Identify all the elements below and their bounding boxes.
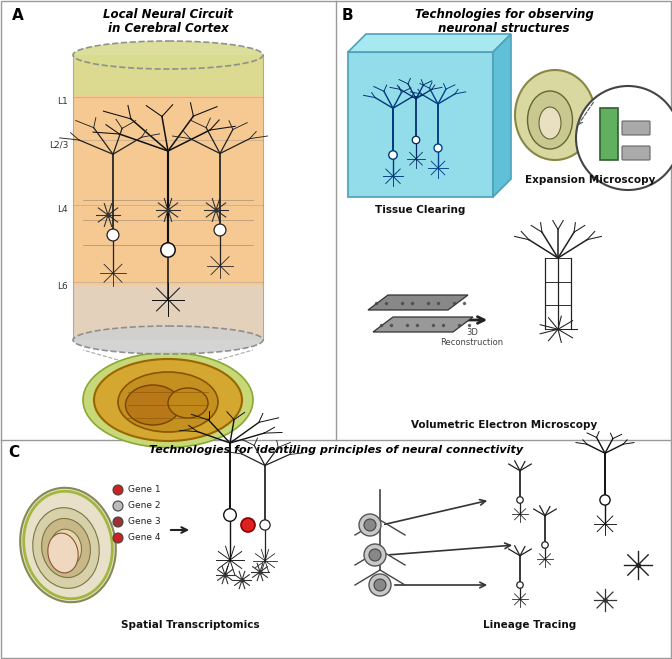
Circle shape xyxy=(113,533,123,543)
Text: B: B xyxy=(342,8,353,23)
Text: Technologies for identiling principles of neural connectivity: Technologies for identiling principles o… xyxy=(149,445,523,455)
Ellipse shape xyxy=(73,326,263,354)
Text: Gene 3: Gene 3 xyxy=(128,517,161,527)
Text: Gene 2: Gene 2 xyxy=(128,501,161,511)
Text: Spatial Transcriptomics: Spatial Transcriptomics xyxy=(121,620,259,630)
Polygon shape xyxy=(373,317,473,332)
Ellipse shape xyxy=(83,353,253,447)
Ellipse shape xyxy=(118,372,218,432)
Text: Gene 1: Gene 1 xyxy=(128,486,161,494)
Ellipse shape xyxy=(48,533,78,573)
Bar xyxy=(348,52,493,197)
Ellipse shape xyxy=(94,359,242,441)
Text: Technologies for observing: Technologies for observing xyxy=(415,8,593,21)
Ellipse shape xyxy=(528,91,573,149)
Bar xyxy=(600,108,618,160)
Text: Gene 4: Gene 4 xyxy=(128,534,161,542)
Circle shape xyxy=(161,243,175,257)
Circle shape xyxy=(517,497,523,503)
Ellipse shape xyxy=(168,388,208,418)
Ellipse shape xyxy=(20,488,116,602)
Circle shape xyxy=(107,229,119,241)
Polygon shape xyxy=(368,295,468,310)
Bar xyxy=(73,285,263,340)
Bar xyxy=(73,55,263,95)
Text: neuronal structures: neuronal structures xyxy=(438,22,570,35)
Circle shape xyxy=(214,224,226,236)
Circle shape xyxy=(542,542,548,548)
Circle shape xyxy=(224,509,237,521)
Text: L6: L6 xyxy=(57,282,68,291)
Text: A: A xyxy=(12,8,24,23)
FancyBboxPatch shape xyxy=(622,146,650,160)
Circle shape xyxy=(374,579,386,591)
Ellipse shape xyxy=(539,107,561,139)
Text: C: C xyxy=(8,445,19,460)
Ellipse shape xyxy=(50,529,81,567)
Text: L4: L4 xyxy=(57,205,68,214)
Circle shape xyxy=(364,544,386,566)
Text: 3D
Reconstruction: 3D Reconstruction xyxy=(440,328,503,347)
Text: Lineage Tracing: Lineage Tracing xyxy=(483,620,577,630)
Circle shape xyxy=(369,549,381,561)
Circle shape xyxy=(359,514,381,536)
Circle shape xyxy=(576,86,672,190)
Bar xyxy=(73,55,263,340)
FancyBboxPatch shape xyxy=(622,121,650,135)
Polygon shape xyxy=(348,34,511,52)
Circle shape xyxy=(600,495,610,505)
Circle shape xyxy=(260,520,270,530)
Text: in Cerebral Cortex: in Cerebral Cortex xyxy=(108,22,228,35)
Text: Expansion Microscopy: Expansion Microscopy xyxy=(525,175,655,185)
Circle shape xyxy=(241,518,255,532)
Ellipse shape xyxy=(515,70,595,160)
Circle shape xyxy=(364,519,376,531)
Polygon shape xyxy=(493,34,511,197)
Circle shape xyxy=(113,517,123,527)
Ellipse shape xyxy=(42,519,91,577)
Ellipse shape xyxy=(33,507,99,588)
Ellipse shape xyxy=(126,385,181,425)
Text: Tissue Clearing: Tissue Clearing xyxy=(376,205,466,215)
Text: Volumetric Electron Microscopy: Volumetric Electron Microscopy xyxy=(411,420,597,430)
Circle shape xyxy=(412,136,420,144)
Circle shape xyxy=(113,485,123,495)
Circle shape xyxy=(388,151,397,159)
Circle shape xyxy=(517,582,523,588)
Text: Local Neural Circuit: Local Neural Circuit xyxy=(103,8,233,21)
Circle shape xyxy=(434,144,442,152)
Circle shape xyxy=(369,574,391,596)
Ellipse shape xyxy=(73,41,263,69)
Text: L1: L1 xyxy=(57,97,68,106)
Text: L2/3: L2/3 xyxy=(48,140,68,149)
Circle shape xyxy=(113,501,123,511)
